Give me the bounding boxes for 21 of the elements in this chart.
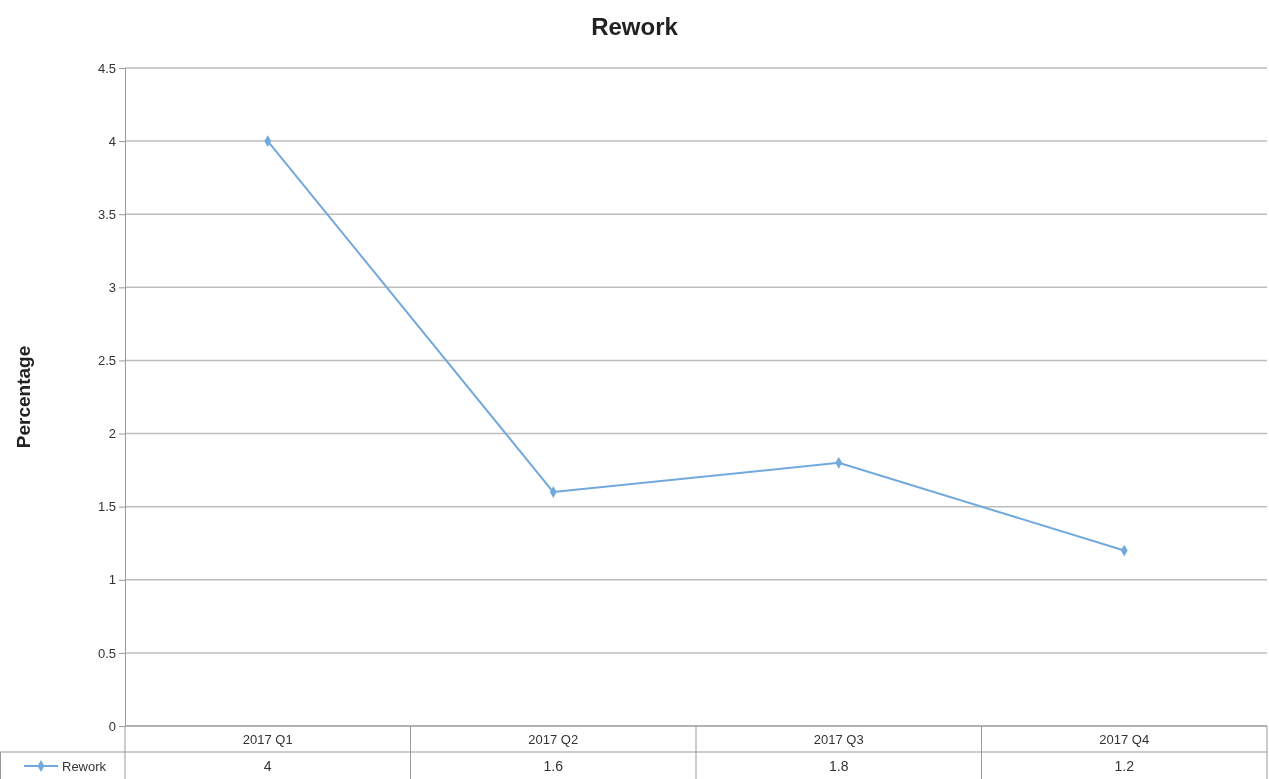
x-tick-label: 2017 Q1: [242, 732, 293, 747]
y-tick-label: 1.5: [97, 499, 116, 515]
y-tick-label: 3: [108, 279, 116, 295]
y-tick-label: 3.5: [97, 206, 116, 222]
data-label: 1.2: [1114, 758, 1135, 774]
data-label: 1.8: [829, 758, 849, 774]
data-label: 4: [263, 758, 272, 774]
x-tick-label: 2017 Q3: [813, 732, 864, 747]
y-axis-title: Percentage: [13, 345, 34, 449]
chart-title: Rework: [591, 13, 679, 40]
x-tick-label: 2017 Q2: [528, 732, 579, 747]
y-tick-label: 4.5: [97, 60, 116, 76]
y-tick-label: 2: [108, 426, 116, 442]
y-tick-label: 0: [108, 718, 116, 734]
data-label: 1.6: [543, 758, 564, 774]
y-tick-label: 2.5: [97, 353, 116, 369]
y-tick-label: 1: [108, 572, 116, 588]
y-tick-label: 4: [108, 133, 116, 149]
legend-label: Rework: [62, 759, 107, 774]
x-tick-label: 2017 Q4: [1099, 732, 1150, 747]
y-tick-label: 0.5: [97, 645, 116, 661]
